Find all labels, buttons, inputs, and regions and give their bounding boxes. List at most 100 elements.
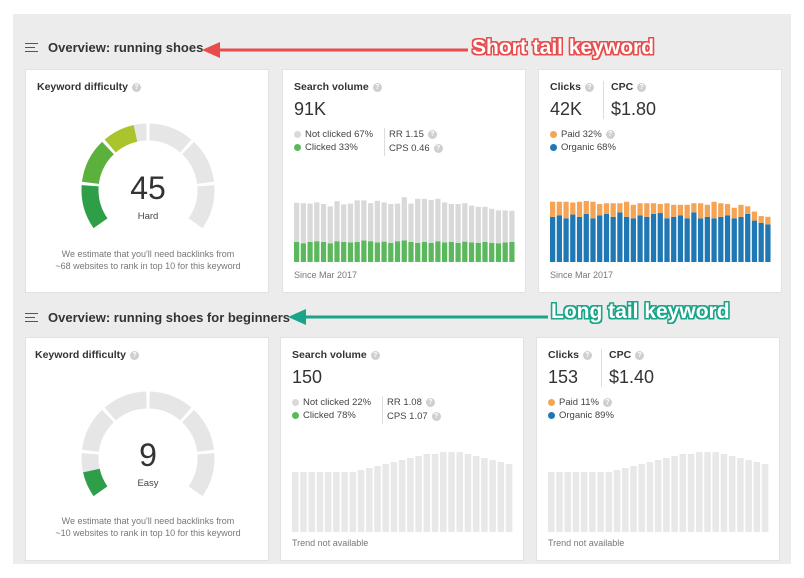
bar-clicked xyxy=(428,242,434,262)
bar-organic xyxy=(684,218,690,262)
cps-2: CPS 1.07? xyxy=(387,411,441,422)
bar-trend-placeholder xyxy=(489,460,496,532)
bar-not-clicked xyxy=(347,203,354,243)
gauge-segment xyxy=(148,123,192,153)
bar-paid xyxy=(576,201,583,217)
bar-paid xyxy=(718,203,724,217)
organic-label-1: Organic 68% xyxy=(561,142,616,153)
divider xyxy=(382,396,383,424)
sv-title-label-2: Search volume xyxy=(292,349,367,361)
sv-title-1: Search volume ? xyxy=(294,81,382,93)
help-icon[interactable]: ? xyxy=(130,350,140,360)
clicked-dot xyxy=(292,412,299,419)
rr-2: RR 1.08? xyxy=(387,397,435,408)
bar-paid xyxy=(738,204,744,217)
hamburger-icon[interactable] xyxy=(25,42,38,53)
bar-not-clicked xyxy=(421,198,428,242)
bar-organic xyxy=(711,218,717,262)
bar-not-clicked xyxy=(509,210,515,242)
cps-1: CPS 0.46? xyxy=(389,143,443,154)
bar-trend-placeholder xyxy=(597,472,604,532)
paid-label-2: Paid 11% xyxy=(559,397,599,408)
organic-dot xyxy=(550,144,557,151)
organic-dot xyxy=(548,412,555,419)
bar-paid xyxy=(624,201,630,217)
bar-paid xyxy=(644,203,650,217)
help-icon[interactable]: ? xyxy=(602,398,612,407)
gauge-fill-segment xyxy=(82,141,115,185)
bar-clicked xyxy=(381,241,387,262)
paid-dot xyxy=(548,399,555,406)
bar-not-clicked xyxy=(368,203,374,242)
bar-trend-placeholder xyxy=(696,452,703,532)
bar-organic xyxy=(617,212,623,262)
bar-paid xyxy=(590,201,596,219)
bar-not-clicked xyxy=(435,198,441,242)
bar-trend-placeholder xyxy=(448,452,455,532)
clicks-value-1: 42K xyxy=(550,99,583,119)
help-icon[interactable]: ? xyxy=(425,398,435,407)
gauge-segment xyxy=(148,391,192,421)
help-icon[interactable]: ? xyxy=(584,82,594,92)
section-header-1: Overview: running shoes xyxy=(25,40,203,55)
long-tail-annotation: Long tail keyword xyxy=(551,300,730,323)
bar-trend-placeholder xyxy=(390,462,398,532)
bar-organic xyxy=(583,213,589,262)
bar-organic xyxy=(637,215,643,262)
sv-value-2: 150 xyxy=(292,367,323,387)
bar-trend-placeholder xyxy=(671,456,678,532)
kd-title-label-1: Keyword difficulty xyxy=(37,81,129,93)
bar-organic xyxy=(718,216,724,262)
bar-organic xyxy=(624,216,630,262)
legend-not-clicked-1: Not clicked 67% xyxy=(294,129,373,140)
cps-label-1: CPS 0.46 xyxy=(389,143,430,154)
kd-estimate-line2-2: ~10 websites to rank in top 10 for this … xyxy=(55,528,241,538)
clicked-label-2: Clicked 78% xyxy=(303,410,356,421)
help-icon[interactable]: ? xyxy=(582,350,592,360)
paid-dot xyxy=(550,131,557,138)
bar-not-clicked xyxy=(374,200,380,243)
help-icon[interactable]: ? xyxy=(132,82,142,92)
bar-organic xyxy=(745,213,751,262)
bar-paid xyxy=(724,204,731,216)
help-icon[interactable]: ? xyxy=(372,82,382,92)
rr-1: RR 1.15? xyxy=(389,129,437,140)
bar-trend-placeholder xyxy=(654,460,662,532)
bar-organic xyxy=(758,222,764,262)
search-volume-chart-1 xyxy=(294,197,515,262)
bar-clicked xyxy=(300,243,306,262)
help-icon[interactable]: ? xyxy=(427,130,437,139)
bar-clicked xyxy=(314,241,320,262)
bar-trend-placeholder xyxy=(481,458,488,532)
bar-not-clicked xyxy=(495,210,502,244)
help-icon[interactable]: ? xyxy=(433,144,443,153)
bar-clicked xyxy=(421,242,428,262)
sv-footnote-2: Trend not available xyxy=(292,538,369,548)
bar-trend-placeholder xyxy=(745,460,752,532)
bar-clicked xyxy=(327,243,333,262)
bar-organic xyxy=(556,215,562,262)
cpc-value-2: $1.40 xyxy=(609,367,655,387)
bar-paid xyxy=(630,204,636,219)
bar-paid xyxy=(664,203,670,219)
bar-trend-placeholder xyxy=(292,472,299,532)
kd-score-2: 9 xyxy=(139,437,157,473)
bar-organic xyxy=(590,218,596,262)
bar-trend-placeholder xyxy=(374,466,381,532)
not-clicked-label-2: Not clicked 22% xyxy=(303,397,372,408)
hamburger-icon[interactable] xyxy=(25,312,38,323)
help-icon[interactable]: ? xyxy=(635,350,645,360)
help-icon[interactable]: ? xyxy=(431,412,441,421)
bar-trend-placeholder xyxy=(456,452,464,532)
kd-estimate-line1-1: We estimate that you'll need backlinks f… xyxy=(61,249,235,259)
bar-organic xyxy=(698,218,704,262)
cpc-title-1: CPC ? xyxy=(611,81,647,93)
help-icon[interactable]: ? xyxy=(605,130,615,139)
bar-trend-placeholder xyxy=(423,454,431,532)
bar-not-clicked xyxy=(408,203,414,242)
help-icon[interactable]: ? xyxy=(637,82,647,92)
bar-not-clicked xyxy=(401,197,407,241)
legend-paid-1: Paid 32%? xyxy=(550,129,615,140)
bar-trend-placeholder xyxy=(382,464,390,532)
help-icon[interactable]: ? xyxy=(370,350,380,360)
